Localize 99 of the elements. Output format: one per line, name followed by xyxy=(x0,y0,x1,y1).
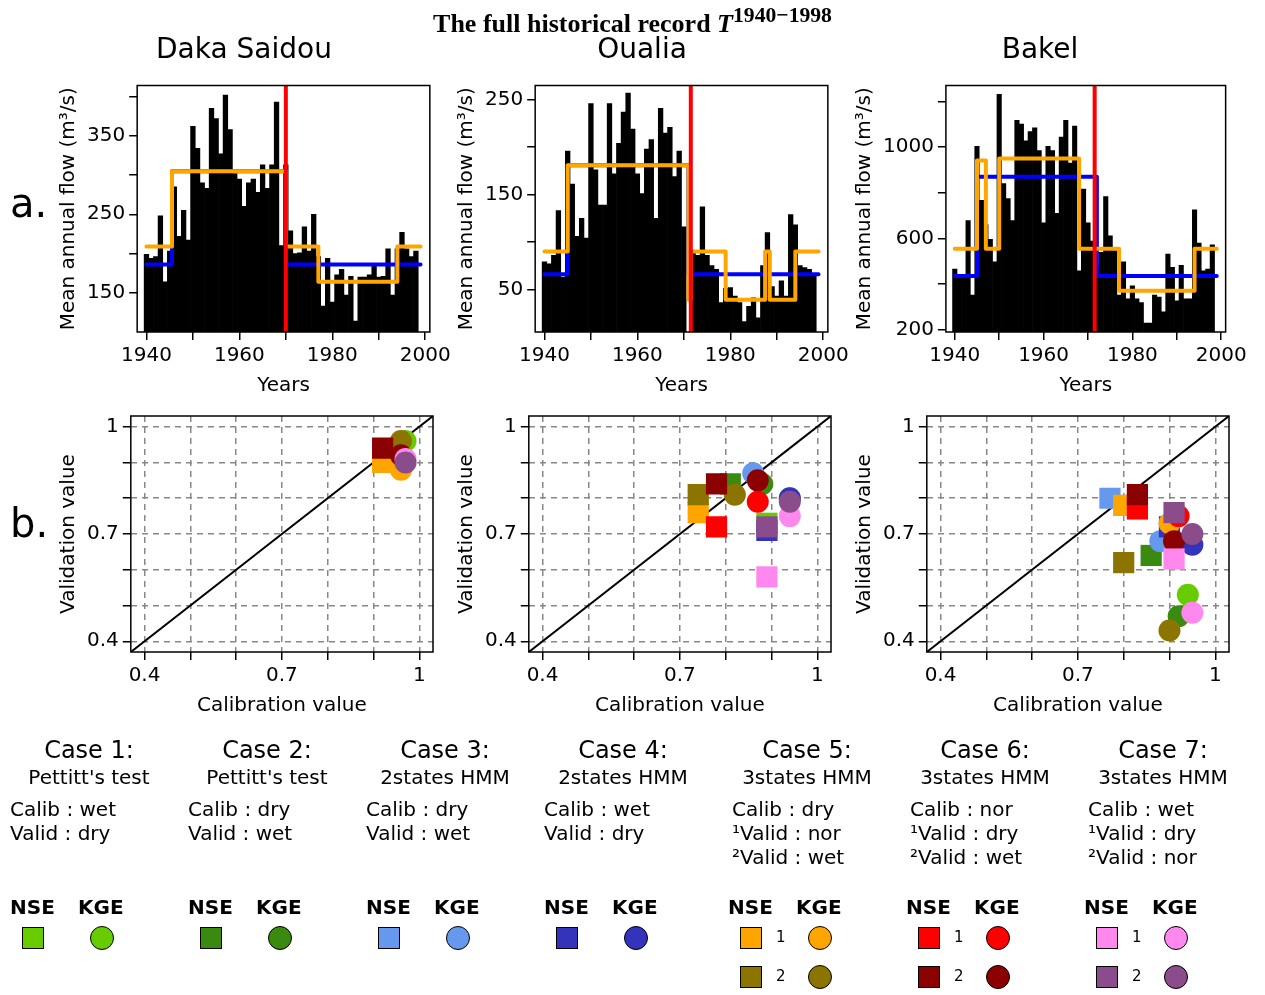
text: Case 5: 3states HMM Calib : dry ¹Valid : nor ²Valid : wet xyxy=(731,735,873,869)
x-tick-label: 0.7 xyxy=(1062,662,1094,687)
point xyxy=(1181,523,1204,545)
text: 2 xyxy=(776,967,786,985)
text: Case 7: 3states HMM Calib : wet ¹Valid : dry ²Valid : nor xyxy=(1087,735,1229,869)
y-axis-title: Mean annual flow (m³/s) xyxy=(851,87,876,331)
x-tick-label: 1940 xyxy=(519,342,570,367)
x-axis-title: Calibration value xyxy=(993,692,1163,717)
y-tick-label: 0.4 xyxy=(484,627,517,652)
point xyxy=(687,484,709,506)
text: KGE xyxy=(78,895,124,919)
x-tick-label: 0.7 xyxy=(664,662,696,687)
point xyxy=(1158,619,1181,642)
x-axis-title: Years xyxy=(654,372,708,397)
x-tick-label: 1980 xyxy=(704,342,756,367)
y-tick-label: 1 xyxy=(504,412,517,437)
y-axis-title: Validation value xyxy=(55,454,80,614)
y-tick-label: 200 xyxy=(895,315,934,340)
y-axis-title: Mean annual flow (m³/s) xyxy=(55,87,80,331)
x-tick-label: 1980 xyxy=(306,342,358,367)
y-tick-label: 1 xyxy=(106,412,119,437)
point xyxy=(723,483,746,506)
x-axis-title: Calibration value xyxy=(197,692,367,717)
point xyxy=(746,469,769,492)
text: KGE xyxy=(434,895,480,919)
y-tick-label: 250 xyxy=(484,86,524,111)
x-axis-title: Calibration value xyxy=(595,692,765,717)
y-tick-label: 1000 xyxy=(882,133,934,158)
y-tick-label: 1 xyxy=(902,412,915,437)
text: KGE xyxy=(974,895,1020,919)
text: 1 xyxy=(954,928,964,946)
y-axis-title: Validation value xyxy=(453,454,478,614)
point xyxy=(756,566,778,588)
x-tick-label: 1940 xyxy=(121,342,172,367)
point xyxy=(1163,501,1185,524)
x-tick-label: 2000 xyxy=(399,342,451,367)
y-axis-title: Mean annual flow (m³/s) xyxy=(453,87,478,331)
text: 1 xyxy=(776,928,786,946)
chart-title: Bakel xyxy=(1001,32,1079,66)
text: a. xyxy=(10,180,48,226)
point xyxy=(1181,601,1204,624)
text: Case 6: 3states HMM Calib : nor ¹Valid : dry ²Valid : wet xyxy=(909,735,1051,869)
text: KGE xyxy=(612,895,658,919)
y-axis-title: Validation value xyxy=(851,454,876,614)
text: NSE xyxy=(544,895,589,919)
text: b. xyxy=(10,500,49,546)
y-tick-label: 600 xyxy=(895,224,934,249)
text: Case 2: Pettitt's test Calib : dry Valid : wet xyxy=(187,735,329,845)
text: KGE xyxy=(1152,895,1198,919)
x-tick-label: 2000 xyxy=(1195,342,1247,367)
text: Case 1: Pettitt's test Calib : wet Valid : dry xyxy=(9,735,151,845)
chart-title: Daka Saidou xyxy=(156,32,332,66)
x-tick-label: 1 xyxy=(412,662,426,687)
y-tick-label: 50 xyxy=(497,275,524,300)
x-tick-label: 1980 xyxy=(1106,342,1158,367)
x-tick-label: 2000 xyxy=(797,342,849,367)
text: 2 xyxy=(954,967,964,985)
x-tick-label: 1 xyxy=(1208,662,1222,687)
point xyxy=(372,437,394,459)
point xyxy=(705,473,728,495)
text: NSE xyxy=(366,895,411,919)
x-tick-label: 0.4 xyxy=(128,662,161,687)
text: NSE xyxy=(10,895,55,919)
y-tick-label: 250 xyxy=(86,200,126,225)
x-axis-title: Years xyxy=(1058,372,1113,397)
x-tick-label: 1960 xyxy=(611,342,663,367)
x-axis-title: Years xyxy=(256,372,310,397)
text: NSE xyxy=(188,895,233,919)
y-tick-label: 150 xyxy=(484,180,524,205)
x-tick-label: 1 xyxy=(810,662,824,687)
point xyxy=(1113,552,1135,574)
y-tick-label: 150 xyxy=(86,278,126,303)
y-tick-label: 0.4 xyxy=(882,627,915,652)
x-tick-label: 0.4 xyxy=(526,662,559,687)
text: 2 xyxy=(1132,967,1142,985)
point xyxy=(1176,583,1199,606)
y-tick-label: 0.7 xyxy=(86,520,119,545)
text: Case 3: 2states HMM Calib : dry Valid : wet xyxy=(365,735,511,845)
text: Case 4: 2states HMM Calib : wet Valid : dry xyxy=(543,735,689,845)
text: KGE xyxy=(796,895,842,919)
text: NSE xyxy=(1084,895,1129,919)
point xyxy=(746,490,769,513)
y-tick-label: 0.7 xyxy=(484,520,517,545)
x-tick-label: 1960 xyxy=(1018,342,1070,367)
x-tick-label: 0.7 xyxy=(266,662,298,687)
text: NSE xyxy=(728,895,773,919)
y-tick-label: 350 xyxy=(86,122,126,147)
text: KGE xyxy=(256,895,302,919)
y-tick-label: 0.7 xyxy=(882,520,915,545)
point xyxy=(705,516,728,538)
point xyxy=(1163,548,1185,570)
x-tick-label: 1940 xyxy=(929,342,981,367)
x-tick-label: 0.4 xyxy=(924,662,957,687)
x-tick-label: 1960 xyxy=(213,342,265,367)
chart-title: Oualia xyxy=(597,32,687,66)
point xyxy=(1126,484,1149,506)
y-tick-label: 0.4 xyxy=(86,627,119,652)
text: NSE xyxy=(906,895,951,919)
text: 1 xyxy=(1132,928,1142,946)
